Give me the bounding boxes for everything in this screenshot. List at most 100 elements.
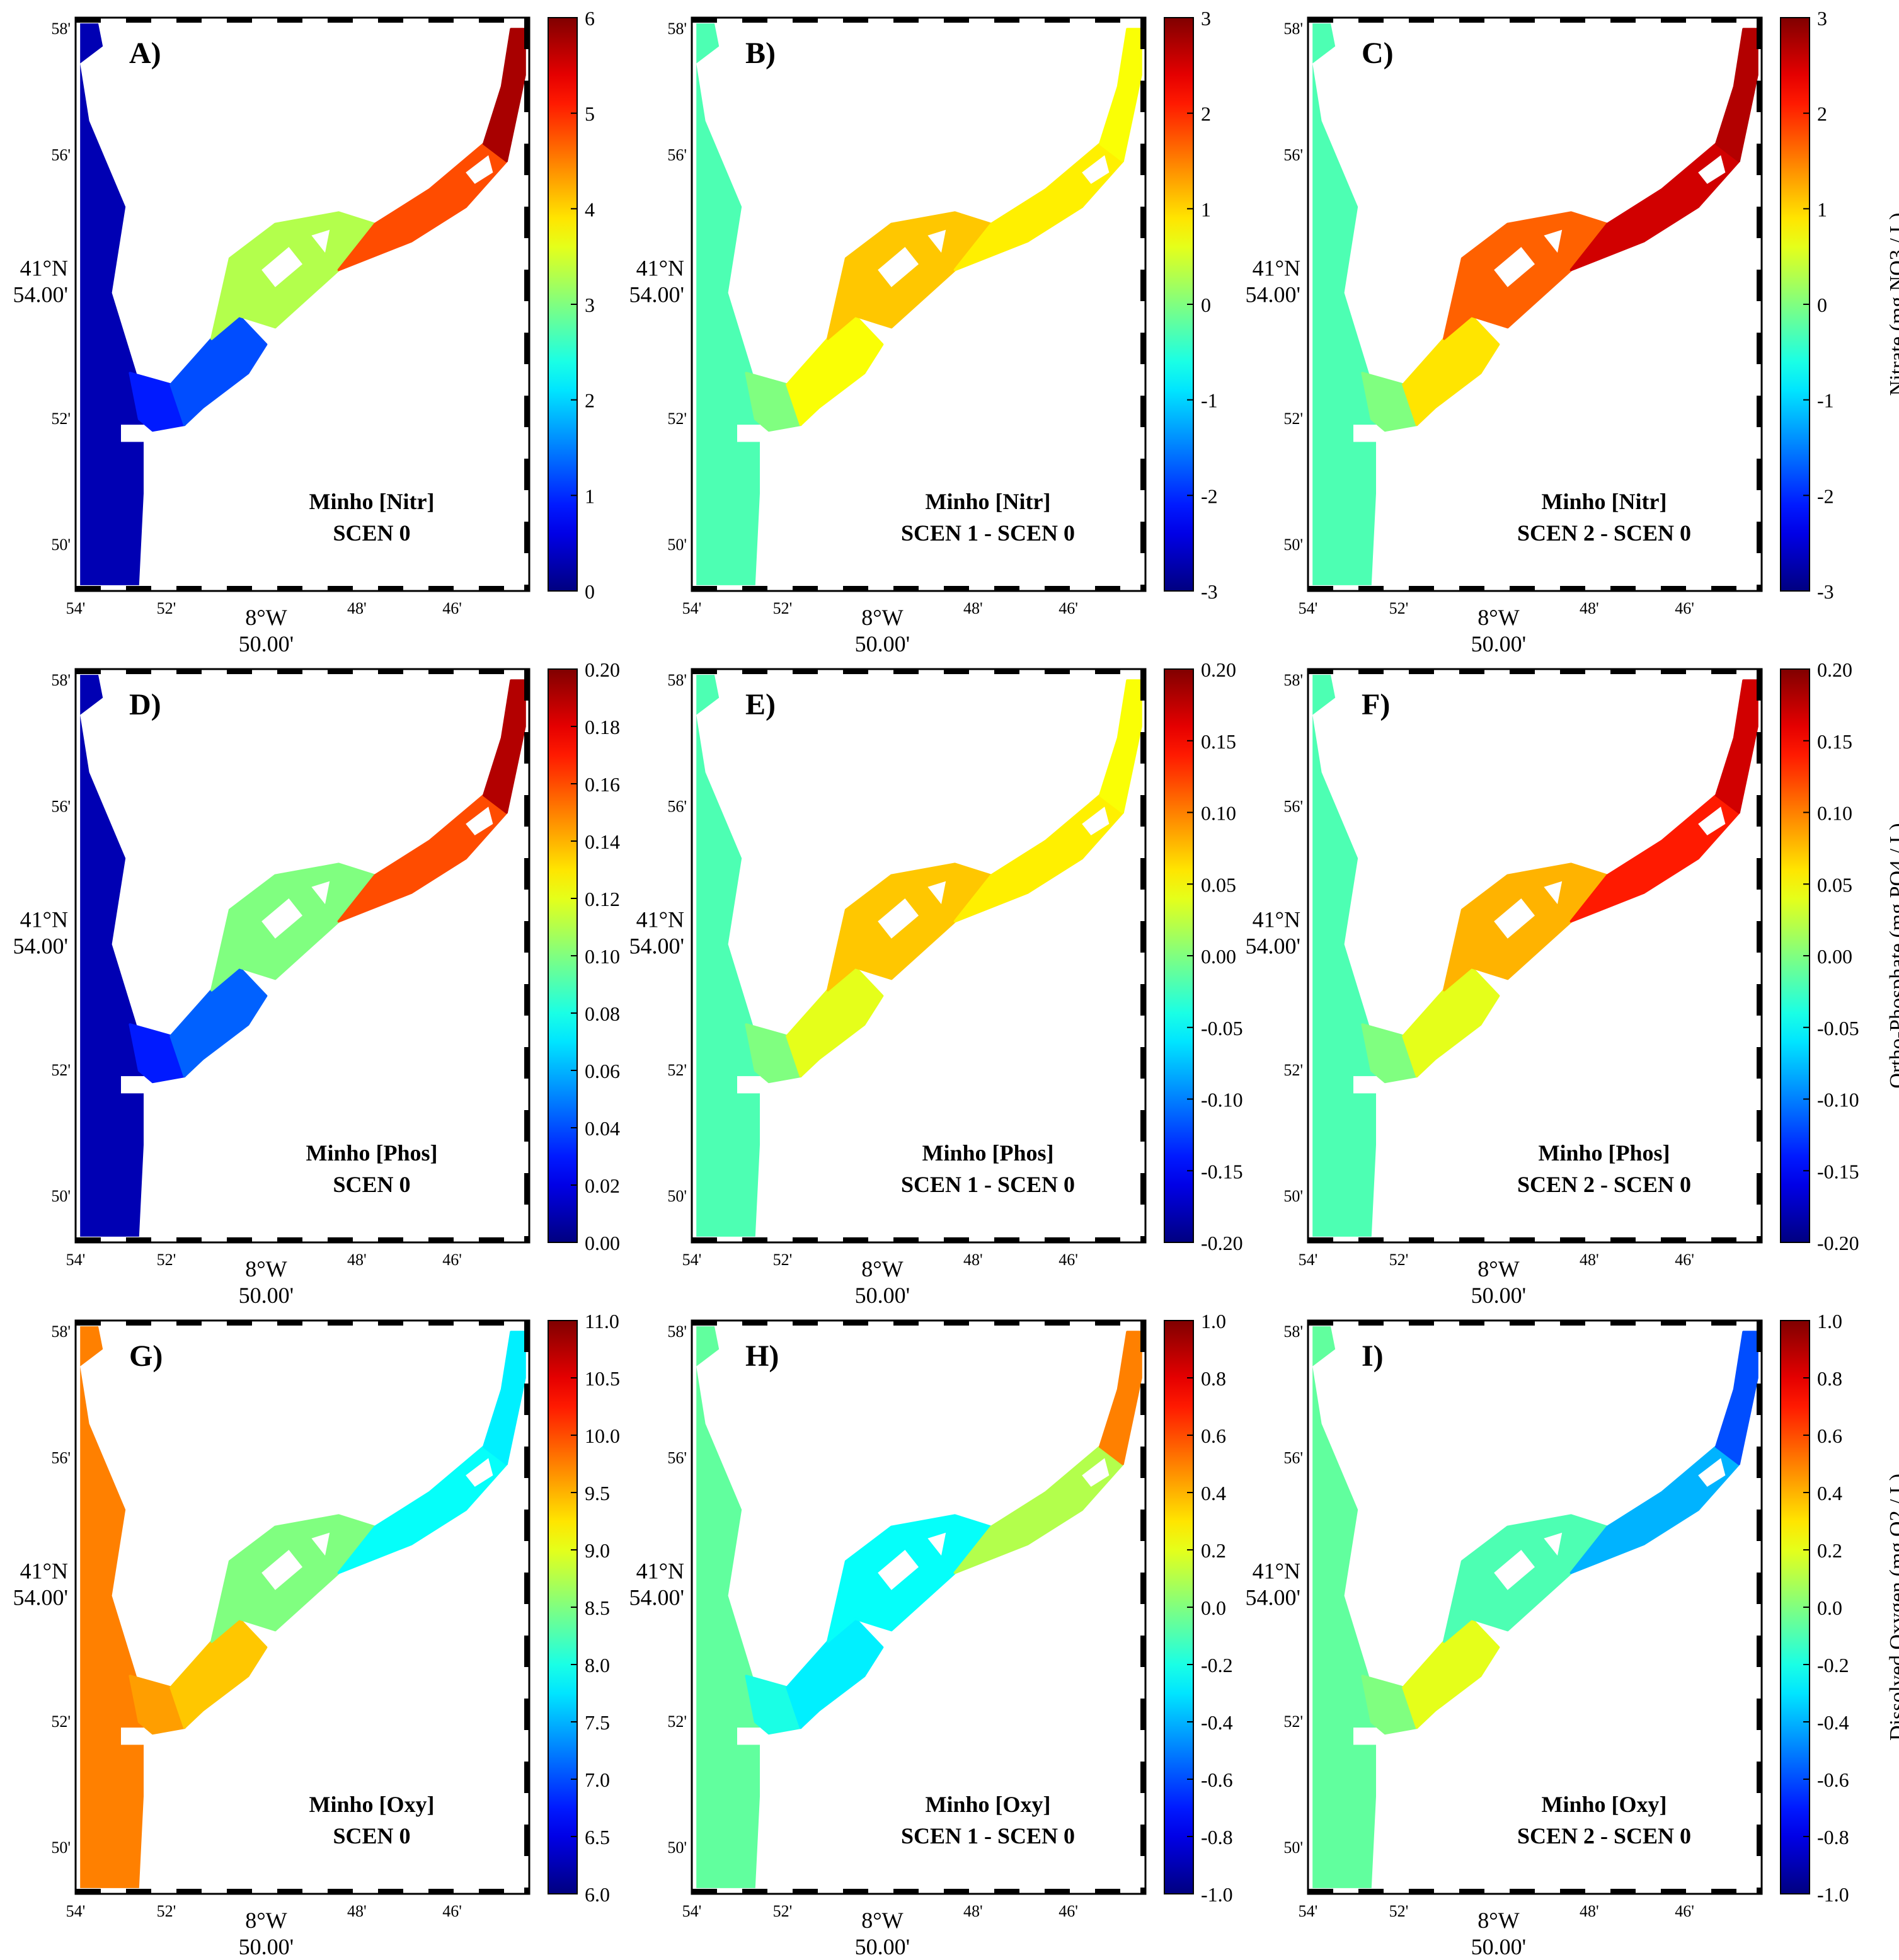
lat-tick-label: 50' <box>1283 536 1303 554</box>
lat-tick-label: 58' <box>1283 671 1303 689</box>
lat-tick-label: 56' <box>667 797 687 815</box>
panel-8: H) Minho [Oxy] SCEN 1 - SCEN 0 54' 52' 48' 46'… <box>629 1310 1233 1959</box>
lat-degree-label: 41°N <box>636 1559 684 1584</box>
panel-2: B) Minho [Nitr] SCEN 1 - SCEN 0 54' 52' 48' 46… <box>629 7 1218 656</box>
panel-label: A) <box>129 37 161 70</box>
colorbar-tick-label: 4 <box>585 198 595 221</box>
lat-tick-label: 56' <box>667 1448 687 1467</box>
lon-tick-label: 54' <box>66 599 86 617</box>
colorbar-tick-label: -0.2 <box>1201 1654 1233 1676</box>
panel-title-variable: Minho [Nitr] <box>1542 489 1667 514</box>
lat-tick-label: 56' <box>51 146 71 164</box>
lon-degree-label: 8°W <box>1477 1256 1519 1281</box>
lon-tick-label: 48' <box>963 1251 983 1269</box>
panel-title-variable: Minho [Nitr] <box>309 489 435 514</box>
lon-tick-label: 46' <box>1675 1902 1694 1920</box>
panel-title-variable: Minho [Oxy] <box>1541 1792 1667 1817</box>
colorbar-tick-label: 8.5 <box>585 1596 610 1619</box>
colorbar-tick-label: 0.15 <box>1817 730 1852 753</box>
colorbar-tick-label: 0 <box>1201 294 1211 316</box>
colorbar-tick-label: 9.5 <box>585 1482 610 1504</box>
ocean-strip <box>1312 1326 1376 1888</box>
colorbar-tick-label: -1 <box>1817 389 1834 412</box>
lat-center-label: 54.00' <box>13 934 69 959</box>
panel-label: D) <box>129 688 161 721</box>
lon-tick-label: 52' <box>1389 599 1409 617</box>
mouth-gap <box>1353 425 1376 442</box>
colorbar-tick-label: 0.00 <box>1201 945 1236 968</box>
lat-tick-label: 58' <box>667 20 687 38</box>
lon-center-label: 50.00' <box>1471 1934 1527 1959</box>
colorbar-tick-label: -0.6 <box>1201 1768 1233 1791</box>
island-1 <box>261 898 302 939</box>
colorbar-tick-label: 3 <box>1201 7 1211 30</box>
estuary-segment-upper <box>953 794 1124 923</box>
colorbar-tick-label: 0.18 <box>585 716 620 738</box>
island-3 <box>1698 155 1726 184</box>
colorbar-tick-label: 0.05 <box>1817 873 1852 896</box>
lon-tick-label: 54' <box>1299 1251 1318 1269</box>
lon-tick-label: 54' <box>66 1251 86 1269</box>
lat-tick-label: 52' <box>1283 1712 1303 1731</box>
lon-degree-label: 8°W <box>861 605 903 630</box>
colorbar-tick-label: 8.0 <box>585 1654 610 1676</box>
lon-center-label: 50.00' <box>855 631 910 656</box>
panel-5: E) Minho [Phos] SCEN 1 - SCEN 0 54' 52' 48' 46… <box>629 658 1243 1308</box>
island-2 <box>311 881 330 905</box>
estuary-segment-upper <box>1569 142 1740 272</box>
lon-tick-label: 52' <box>157 1902 176 1920</box>
island-2 <box>1544 1532 1563 1556</box>
island-1 <box>878 898 919 939</box>
lat-tick-label: 50' <box>51 1838 71 1857</box>
colorbar-tick-label: 1.0 <box>1817 1310 1842 1332</box>
colorbar-tick-label: -0.15 <box>1817 1160 1859 1183</box>
colorbar-tick-label: -3 <box>1201 580 1218 603</box>
mouth-gap <box>1353 1076 1376 1094</box>
colorbar-tick-label: 2 <box>1201 103 1211 125</box>
lat-degree-label: 41°N <box>20 256 68 281</box>
ocean-strip <box>1312 675 1376 1237</box>
panel-title-variable: Minho [Oxy] <box>925 1792 1050 1817</box>
estuary-segment-upper <box>1569 1445 1740 1574</box>
lon-tick-label: 46' <box>1059 599 1078 617</box>
lat-tick-label: 58' <box>667 671 687 689</box>
colorbar-tick-label: 0.20 <box>1201 658 1236 681</box>
lon-tick-label: 46' <box>1059 1251 1078 1269</box>
panel-title-scenario: SCEN 0 <box>333 520 410 546</box>
lon-tick-label: 54' <box>1299 599 1318 617</box>
colorbar-tick-label: -0.05 <box>1817 1017 1859 1040</box>
lon-tick-label: 48' <box>963 599 983 617</box>
colorbar-tick-label: 0.0 <box>1817 1596 1842 1619</box>
colorbar-tick-label: 6.5 <box>585 1826 610 1848</box>
island-3 <box>466 806 493 835</box>
colorbar-tick-label: 2 <box>585 389 595 412</box>
lon-center-label: 50.00' <box>1471 1283 1527 1308</box>
colorbar-tick-label: 0.8 <box>1817 1367 1842 1390</box>
colorbar-tick-label: -0.8 <box>1201 1826 1233 1848</box>
lon-tick-label: 48' <box>963 1902 983 1920</box>
lat-tick-label: 52' <box>667 1712 687 1731</box>
lon-tick-label: 46' <box>442 1902 462 1920</box>
colorbar-tick-label: 11.0 <box>585 1310 619 1332</box>
lat-tick-label: 56' <box>1283 797 1303 815</box>
lon-tick-label: 54' <box>682 1902 702 1920</box>
lon-degree-label: 8°W <box>861 1908 903 1933</box>
colorbar-tick-label: 6 <box>585 7 595 30</box>
colorbar-tick-label: 9.0 <box>585 1539 610 1562</box>
colorbar-tick-label: 0.10 <box>1201 802 1236 825</box>
lon-tick-label: 52' <box>1389 1251 1409 1269</box>
colorbar-tick-label: 0.2 <box>1201 1539 1226 1562</box>
colorbar <box>1164 1320 1194 1894</box>
lon-center-label: 50.00' <box>239 1934 294 1959</box>
colorbar-tick-label: 0.20 <box>585 658 620 681</box>
panel-label: G) <box>129 1339 163 1373</box>
ocean-strip <box>80 675 144 1237</box>
colorbar-tick-label: -0.4 <box>1201 1711 1233 1734</box>
colorbar-tick-label: 0 <box>585 580 595 603</box>
colorbar-tick-label: -0.05 <box>1201 1017 1243 1040</box>
colorbar-tick-label: -2 <box>1817 484 1834 507</box>
estuary-segment-upper <box>337 794 508 923</box>
lon-tick-label: 54' <box>66 1902 86 1920</box>
colorbar-tick-label: 0.0 <box>1201 1596 1226 1619</box>
island-1 <box>261 1550 302 1590</box>
